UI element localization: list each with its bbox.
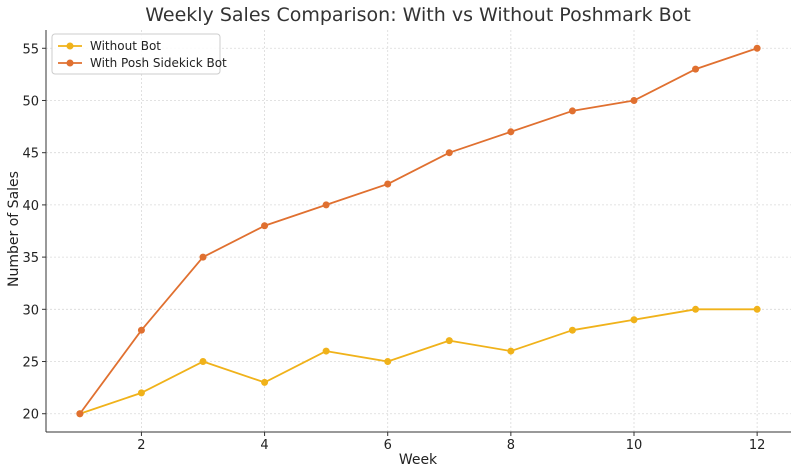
series-2 <box>76 44 761 418</box>
data-point <box>692 65 700 73</box>
x-tick-label: 10 <box>626 438 643 453</box>
legend-label: With Posh Sidekick Bot <box>90 56 227 70</box>
data-point <box>137 326 145 334</box>
y-tick-label: 25 <box>22 356 39 371</box>
y-axis-title: Number of Sales <box>6 171 22 287</box>
data-point <box>199 253 207 261</box>
x-tick-label: 2 <box>137 438 145 453</box>
data-point <box>630 316 638 324</box>
legend-item: Without Bot <box>58 39 161 53</box>
data-point <box>568 326 576 334</box>
y-tick-label: 35 <box>22 251 39 266</box>
data-point <box>137 389 145 397</box>
series-1 <box>76 305 761 418</box>
chart-title: Weekly Sales Comparison: With vs Without… <box>145 4 691 26</box>
data-point <box>261 378 269 386</box>
data-point <box>384 180 392 188</box>
data-point <box>753 44 761 52</box>
legend-label: Without Bot <box>90 39 161 53</box>
axes <box>45 30 791 433</box>
data-point <box>384 358 392 366</box>
data-point <box>445 149 453 157</box>
data-point <box>322 347 330 355</box>
data-point <box>692 305 700 313</box>
data-point <box>322 201 330 209</box>
data-point <box>76 410 84 418</box>
series-line <box>79 47 758 415</box>
x-tick-label: 6 <box>384 438 392 453</box>
legend-swatch-marker <box>66 42 74 50</box>
y-tick-label: 50 <box>22 94 39 109</box>
series <box>76 44 761 418</box>
x-tick-label: 8 <box>507 438 515 453</box>
y-tick-label: 30 <box>22 303 39 318</box>
y-tick-label: 45 <box>22 147 39 162</box>
y-tick-label: 40 <box>22 199 39 214</box>
legend: Without Bot With Posh Sidekick Bot <box>51 33 227 75</box>
data-point <box>261 222 269 230</box>
data-point <box>568 107 576 115</box>
legend-swatch-marker <box>66 59 74 67</box>
data-point <box>753 305 761 313</box>
data-point <box>445 337 453 345</box>
series-line <box>79 308 758 415</box>
grid <box>46 30 791 432</box>
y-tick-label: 20 <box>22 408 39 423</box>
data-point <box>630 96 638 104</box>
x-axis-title: Week <box>399 452 438 468</box>
tick-labels: 2 4 6 8 10 12 20 25 30 35 40 45 50 55 <box>22 42 765 453</box>
data-point <box>199 358 207 366</box>
x-tick-label: 12 <box>749 438 766 453</box>
x-tick-label: 4 <box>260 438 268 453</box>
legend-item: With Posh Sidekick Bot <box>58 56 227 70</box>
data-point <box>507 347 515 355</box>
legend-box <box>51 33 221 75</box>
y-tick-label: 55 <box>22 42 39 57</box>
data-point <box>507 128 515 136</box>
